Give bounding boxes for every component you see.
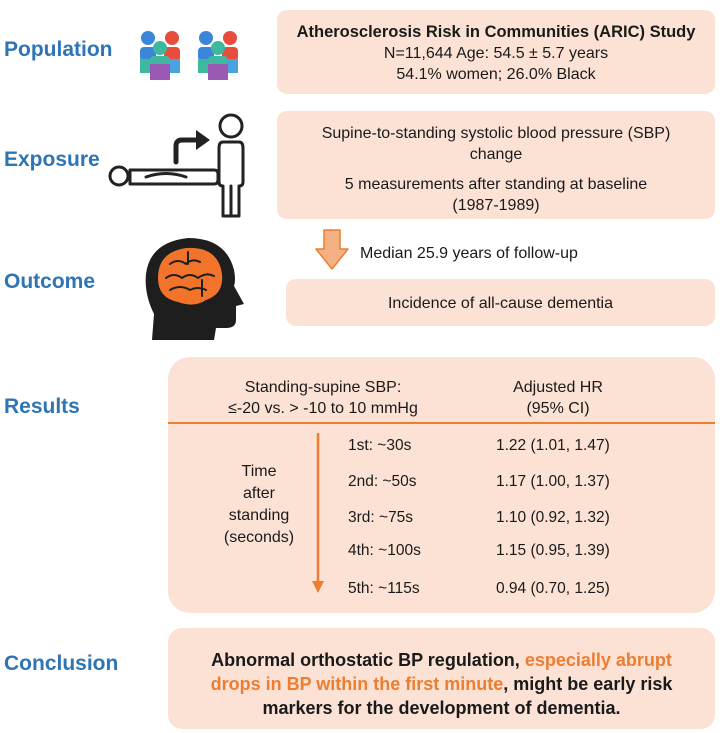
population-box: Atherosclerosis Risk in Communities (ARI…: [277, 10, 715, 94]
time-label-line: after: [242, 485, 275, 502]
conclusion-part-2: , might be early risk markers for the de…: [262, 674, 673, 718]
result-hr-4: 1.15 (0.95, 1.39): [496, 542, 610, 559]
time-label-line: Time: [241, 463, 277, 480]
result-hr-2: 1.17 (1.00, 1.37): [496, 473, 610, 490]
results-header-divider: [168, 422, 715, 424]
supine-to-standing-icon: [108, 113, 245, 218]
label-exposure: Exposure: [4, 148, 100, 171]
label-outcome: Outcome: [4, 270, 96, 293]
results-header-right-2: (95% CI): [526, 400, 590, 417]
people-group-icon: [140, 31, 238, 80]
down-arrow-icon: [315, 229, 349, 270]
result-hr-1: 1.22 (1.01, 1.47): [496, 437, 610, 454]
conclusion-highlight: especially abrupt drops in BP within the…: [210, 650, 672, 694]
conclusion-part-1: Abnormal orthostatic BP regulation,: [211, 650, 525, 670]
outcome-text: Incidence of all-cause dementia: [387, 295, 614, 312]
outcome-box: Incidence of all-cause dementia: [286, 279, 715, 326]
result-time-3: 3rd: ~75s: [348, 509, 414, 526]
label-conclusion: Conclusion: [4, 652, 119, 675]
time-label-line: standing: [228, 507, 290, 524]
result-time-5: 5th: ~115s: [348, 580, 420, 597]
conclusion-text: Abnormal orthostatic BP regulation, espe…: [192, 648, 691, 720]
exposure-line-2: change: [469, 146, 523, 163]
result-time-2: 2nd: ~50s: [348, 473, 417, 490]
population-demographics: 54.1% women; 26.0% Black: [396, 66, 596, 83]
result-time-1: 1st: ~30s: [348, 437, 412, 454]
population-stats: N=11,644 Age: 54.5 ± 5.7 years: [383, 45, 609, 62]
brain-head-icon: [145, 238, 244, 340]
results-header-left-1: Standing-supine SBP:: [244, 379, 402, 396]
time-label-line: (seconds): [223, 529, 295, 546]
label-results: Results: [4, 395, 80, 418]
exposure-box: Supine-to-standing systolic blood pressu…: [277, 111, 715, 219]
results-header-right: Adjusted HR (95% CI): [473, 377, 643, 419]
exposure-line-1: Supine-to-standing systolic blood pressu…: [321, 125, 671, 142]
result-time-4: 4th: ~100s: [348, 542, 421, 559]
exposure-line-4: (1987-1989): [452, 197, 540, 214]
results-header-left-2: ≤-20 vs. > -10 to 10 mmHg: [228, 400, 418, 417]
result-hr-3: 1.10 (0.92, 1.32): [496, 509, 610, 526]
results-box: Standing-supine SBP: ≤-20 vs. > -10 to 1…: [168, 357, 715, 613]
conclusion-box: Abnormal orthostatic BP regulation, espe…: [168, 628, 715, 729]
follow-up-text: Median 25.9 years of follow-up: [360, 245, 578, 262]
results-header-right-1: Adjusted HR: [513, 379, 603, 396]
study-title: Atherosclerosis Risk in Communities (ARI…: [296, 23, 696, 41]
time-label: Time after standing (seconds): [204, 461, 314, 549]
label-population: Population: [4, 38, 113, 61]
results-header-left: Standing-supine SBP: ≤-20 vs. > -10 to 1…: [168, 377, 478, 419]
time-arrow: [312, 433, 324, 593]
exposure-line-3: 5 measurements after standing at baselin…: [344, 176, 648, 193]
result-hr-5: 0.94 (0.70, 1.25): [496, 580, 610, 597]
